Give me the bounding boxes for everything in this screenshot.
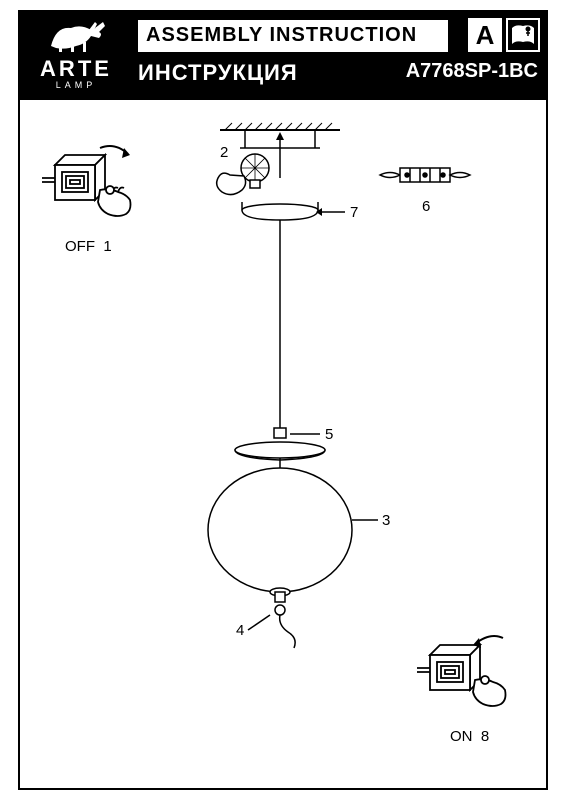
step-4-label: 4 (236, 622, 244, 639)
step-5-label: 5 (325, 426, 333, 443)
header-bar: ARTE LAMP ASSEMBLY INSTRUCTION ИНСТРУКЦИ… (20, 12, 546, 100)
step-on-label: ON 8 (450, 728, 489, 745)
step-on-diagram (415, 630, 535, 730)
model-number: A7768SP-1BC (406, 60, 538, 83)
brand-logo: ARTE LAMP (26, 16, 126, 96)
lion-icon (41, 16, 111, 54)
diagram-area: OFF 1 (20, 100, 546, 788)
subtitle: ИНСТРУКЦИЯ (138, 60, 298, 86)
off-text: OFF (65, 238, 95, 255)
step-3-label: 3 (382, 512, 390, 529)
on-num: 8 (481, 728, 489, 745)
title: ASSEMBLY INSTRUCTION (138, 20, 448, 52)
step-off-label: OFF 1 (65, 238, 112, 255)
step-7-label: 7 (350, 204, 358, 221)
doc-letter: A (468, 18, 502, 52)
step-off-diagram (40, 140, 160, 240)
on-text: ON (450, 728, 473, 745)
manual-icon (506, 18, 540, 52)
brand-name: ARTE (26, 56, 126, 82)
step-2-label: 2 (220, 144, 228, 161)
off-num: 1 (103, 238, 111, 255)
step-6-label: 6 (422, 198, 430, 215)
instruction-page: ARTE LAMP ASSEMBLY INSTRUCTION ИНСТРУКЦИ… (18, 10, 548, 790)
pendant-diagram (170, 120, 430, 680)
connector-diagram (375, 150, 485, 200)
